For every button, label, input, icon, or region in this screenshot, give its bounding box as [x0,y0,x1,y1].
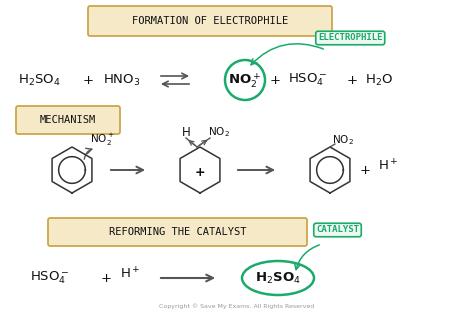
Text: REFORMING THE CATALYST: REFORMING THE CATALYST [109,227,246,237]
Text: NO$_2^+$: NO$_2^+$ [90,132,115,148]
Text: NO$_2$: NO$_2$ [208,125,230,139]
FancyBboxPatch shape [16,106,120,134]
Text: HSO$_4^-$: HSO$_4^-$ [288,72,328,88]
Text: NO$_2^+$: NO$_2^+$ [228,72,262,90]
Text: H$^+$: H$^+$ [120,266,141,282]
Text: +: + [100,271,111,285]
Text: NO$_2$: NO$_2$ [332,133,354,147]
Text: +: + [82,74,93,86]
Text: H$^+$: H$^+$ [378,158,399,174]
Text: MECHANISM: MECHANISM [40,115,96,125]
Text: Copyright © Save My Exams. All Rights Reserved: Copyright © Save My Exams. All Rights Re… [159,303,315,309]
FancyBboxPatch shape [48,218,307,246]
Text: +: + [195,167,205,179]
Text: +: + [270,74,281,86]
Text: H$_2$SO$_4$: H$_2$SO$_4$ [18,72,61,88]
Text: +: + [359,163,371,177]
FancyBboxPatch shape [88,6,332,36]
Text: H$_2$SO$_4$: H$_2$SO$_4$ [255,270,301,285]
Text: HNO$_3$: HNO$_3$ [103,72,141,88]
Text: H: H [182,126,191,138]
Text: ELECTROPHILE: ELECTROPHILE [318,33,383,43]
Text: HSO$_4^-$: HSO$_4^-$ [30,270,70,286]
Text: H$_2$O: H$_2$O [365,72,393,88]
Text: +: + [346,74,357,86]
Text: CATALYST: CATALYST [316,225,359,234]
Text: FORMATION OF ELECTROPHILE: FORMATION OF ELECTROPHILE [132,16,288,26]
